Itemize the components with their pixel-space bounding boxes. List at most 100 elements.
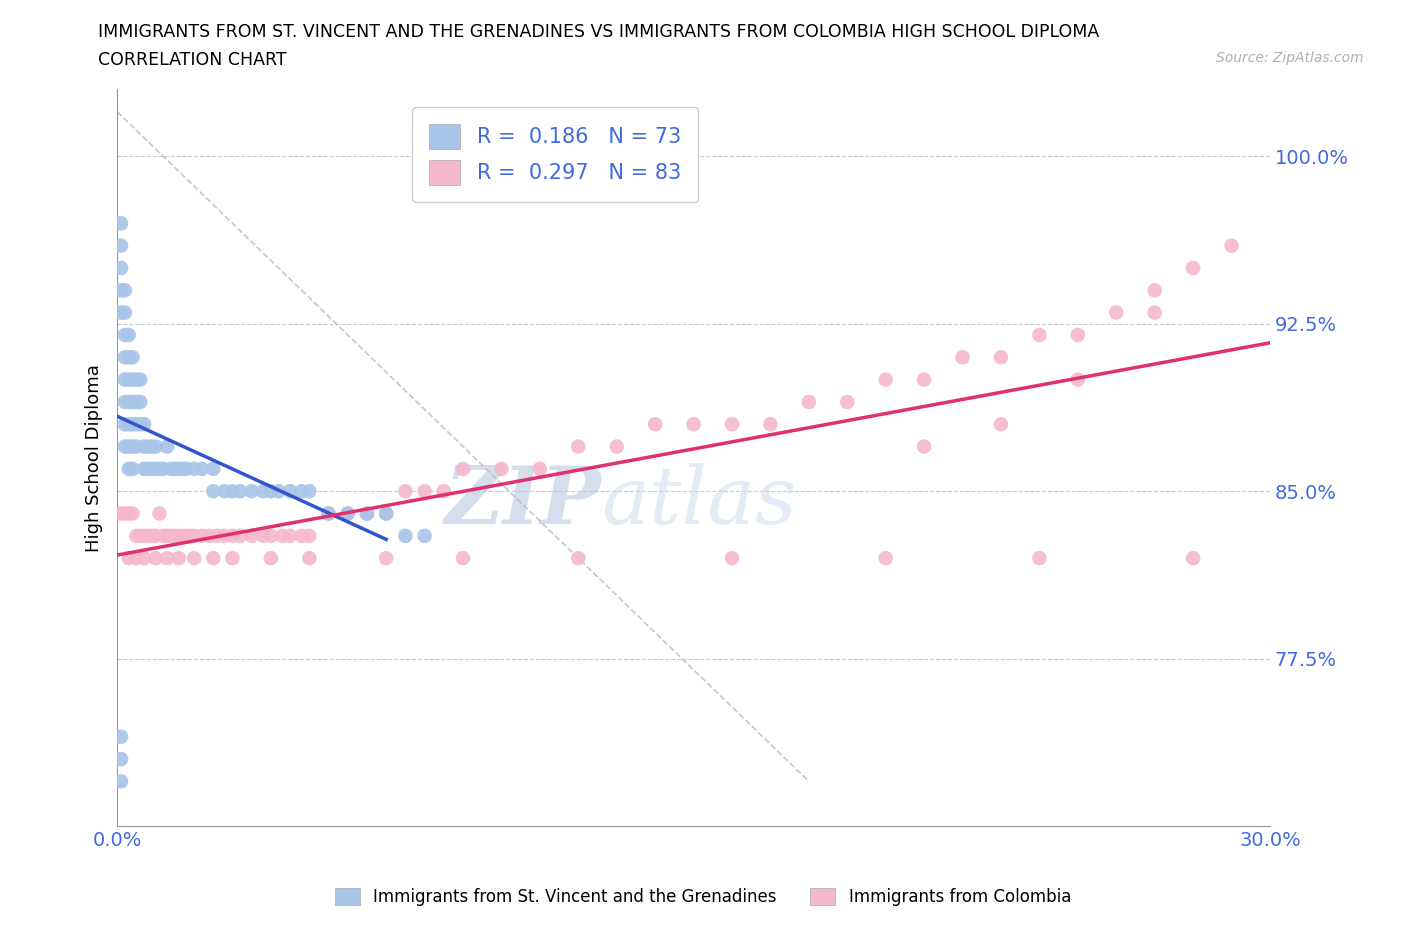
- Point: [132, 551, 155, 565]
- Point: [278, 528, 301, 543]
- Point: [118, 372, 141, 387]
- Point: [260, 528, 283, 543]
- Point: [375, 506, 398, 521]
- Point: [114, 327, 136, 342]
- Point: [721, 551, 744, 565]
- Point: [163, 528, 186, 543]
- Point: [145, 439, 167, 454]
- Point: [318, 506, 340, 521]
- Text: Source: ZipAtlas.com: Source: ZipAtlas.com: [1216, 51, 1364, 65]
- Point: [129, 372, 152, 387]
- Point: [837, 394, 859, 409]
- Point: [148, 461, 170, 476]
- Point: [118, 439, 141, 454]
- Point: [141, 461, 163, 476]
- Point: [240, 528, 263, 543]
- Point: [298, 528, 321, 543]
- Point: [356, 506, 378, 521]
- Point: [202, 461, 225, 476]
- Point: [375, 551, 398, 565]
- Point: [118, 350, 141, 365]
- Point: [260, 551, 283, 565]
- Point: [221, 484, 243, 498]
- Point: [114, 305, 136, 320]
- Point: [221, 528, 243, 543]
- Point: [267, 484, 290, 498]
- Point: [1182, 260, 1205, 275]
- Point: [114, 417, 136, 432]
- Point: [156, 528, 179, 543]
- Point: [278, 484, 301, 498]
- Point: [167, 551, 190, 565]
- Point: [121, 506, 143, 521]
- Point: [110, 305, 132, 320]
- Point: [451, 461, 474, 476]
- Point: [152, 461, 174, 476]
- Point: [183, 528, 205, 543]
- Point: [875, 551, 897, 565]
- Point: [1143, 305, 1166, 320]
- Point: [172, 528, 194, 543]
- Point: [260, 484, 283, 498]
- Point: [156, 551, 179, 565]
- Point: [118, 461, 141, 476]
- Point: [529, 461, 551, 476]
- Point: [298, 551, 321, 565]
- Point: [606, 439, 628, 454]
- Point: [132, 461, 155, 476]
- Point: [202, 484, 225, 498]
- Point: [318, 506, 340, 521]
- Point: [205, 528, 228, 543]
- Point: [759, 417, 782, 432]
- Point: [336, 506, 359, 521]
- Point: [110, 283, 132, 298]
- Point: [797, 394, 820, 409]
- Point: [183, 551, 205, 565]
- Point: [110, 238, 132, 253]
- Point: [145, 528, 167, 543]
- Point: [229, 484, 252, 498]
- Point: [136, 461, 159, 476]
- Point: [1182, 551, 1205, 565]
- Point: [125, 417, 148, 432]
- Point: [214, 528, 236, 543]
- Point: [875, 372, 897, 387]
- Point: [190, 528, 212, 543]
- Point: [114, 439, 136, 454]
- Point: [121, 417, 143, 432]
- Point: [125, 394, 148, 409]
- Point: [176, 461, 198, 476]
- Point: [271, 528, 294, 543]
- Point: [136, 528, 159, 543]
- Point: [110, 216, 132, 231]
- Point: [394, 528, 416, 543]
- Y-axis label: High School Diploma: High School Diploma: [86, 364, 103, 551]
- Point: [125, 528, 148, 543]
- Point: [394, 484, 416, 498]
- Point: [110, 506, 132, 521]
- Point: [252, 528, 274, 543]
- Point: [141, 528, 163, 543]
- Point: [451, 551, 474, 565]
- Point: [129, 528, 152, 543]
- Point: [356, 506, 378, 521]
- Point: [121, 394, 143, 409]
- Point: [125, 439, 148, 454]
- Point: [132, 528, 155, 543]
- Point: [110, 260, 132, 275]
- Legend: R =  0.186   N = 73, R =  0.297   N = 83: R = 0.186 N = 73, R = 0.297 N = 83: [412, 107, 697, 202]
- Point: [172, 461, 194, 476]
- Point: [118, 394, 141, 409]
- Point: [214, 484, 236, 498]
- Point: [141, 439, 163, 454]
- Point: [1067, 327, 1090, 342]
- Text: CORRELATION CHART: CORRELATION CHART: [98, 51, 287, 69]
- Legend: Immigrants from St. Vincent and the Grenadines, Immigrants from Colombia: Immigrants from St. Vincent and the Gren…: [329, 881, 1077, 912]
- Point: [190, 461, 212, 476]
- Point: [160, 461, 183, 476]
- Point: [110, 774, 132, 789]
- Point: [1220, 238, 1243, 253]
- Point: [125, 372, 148, 387]
- Point: [160, 528, 183, 543]
- Point: [221, 551, 243, 565]
